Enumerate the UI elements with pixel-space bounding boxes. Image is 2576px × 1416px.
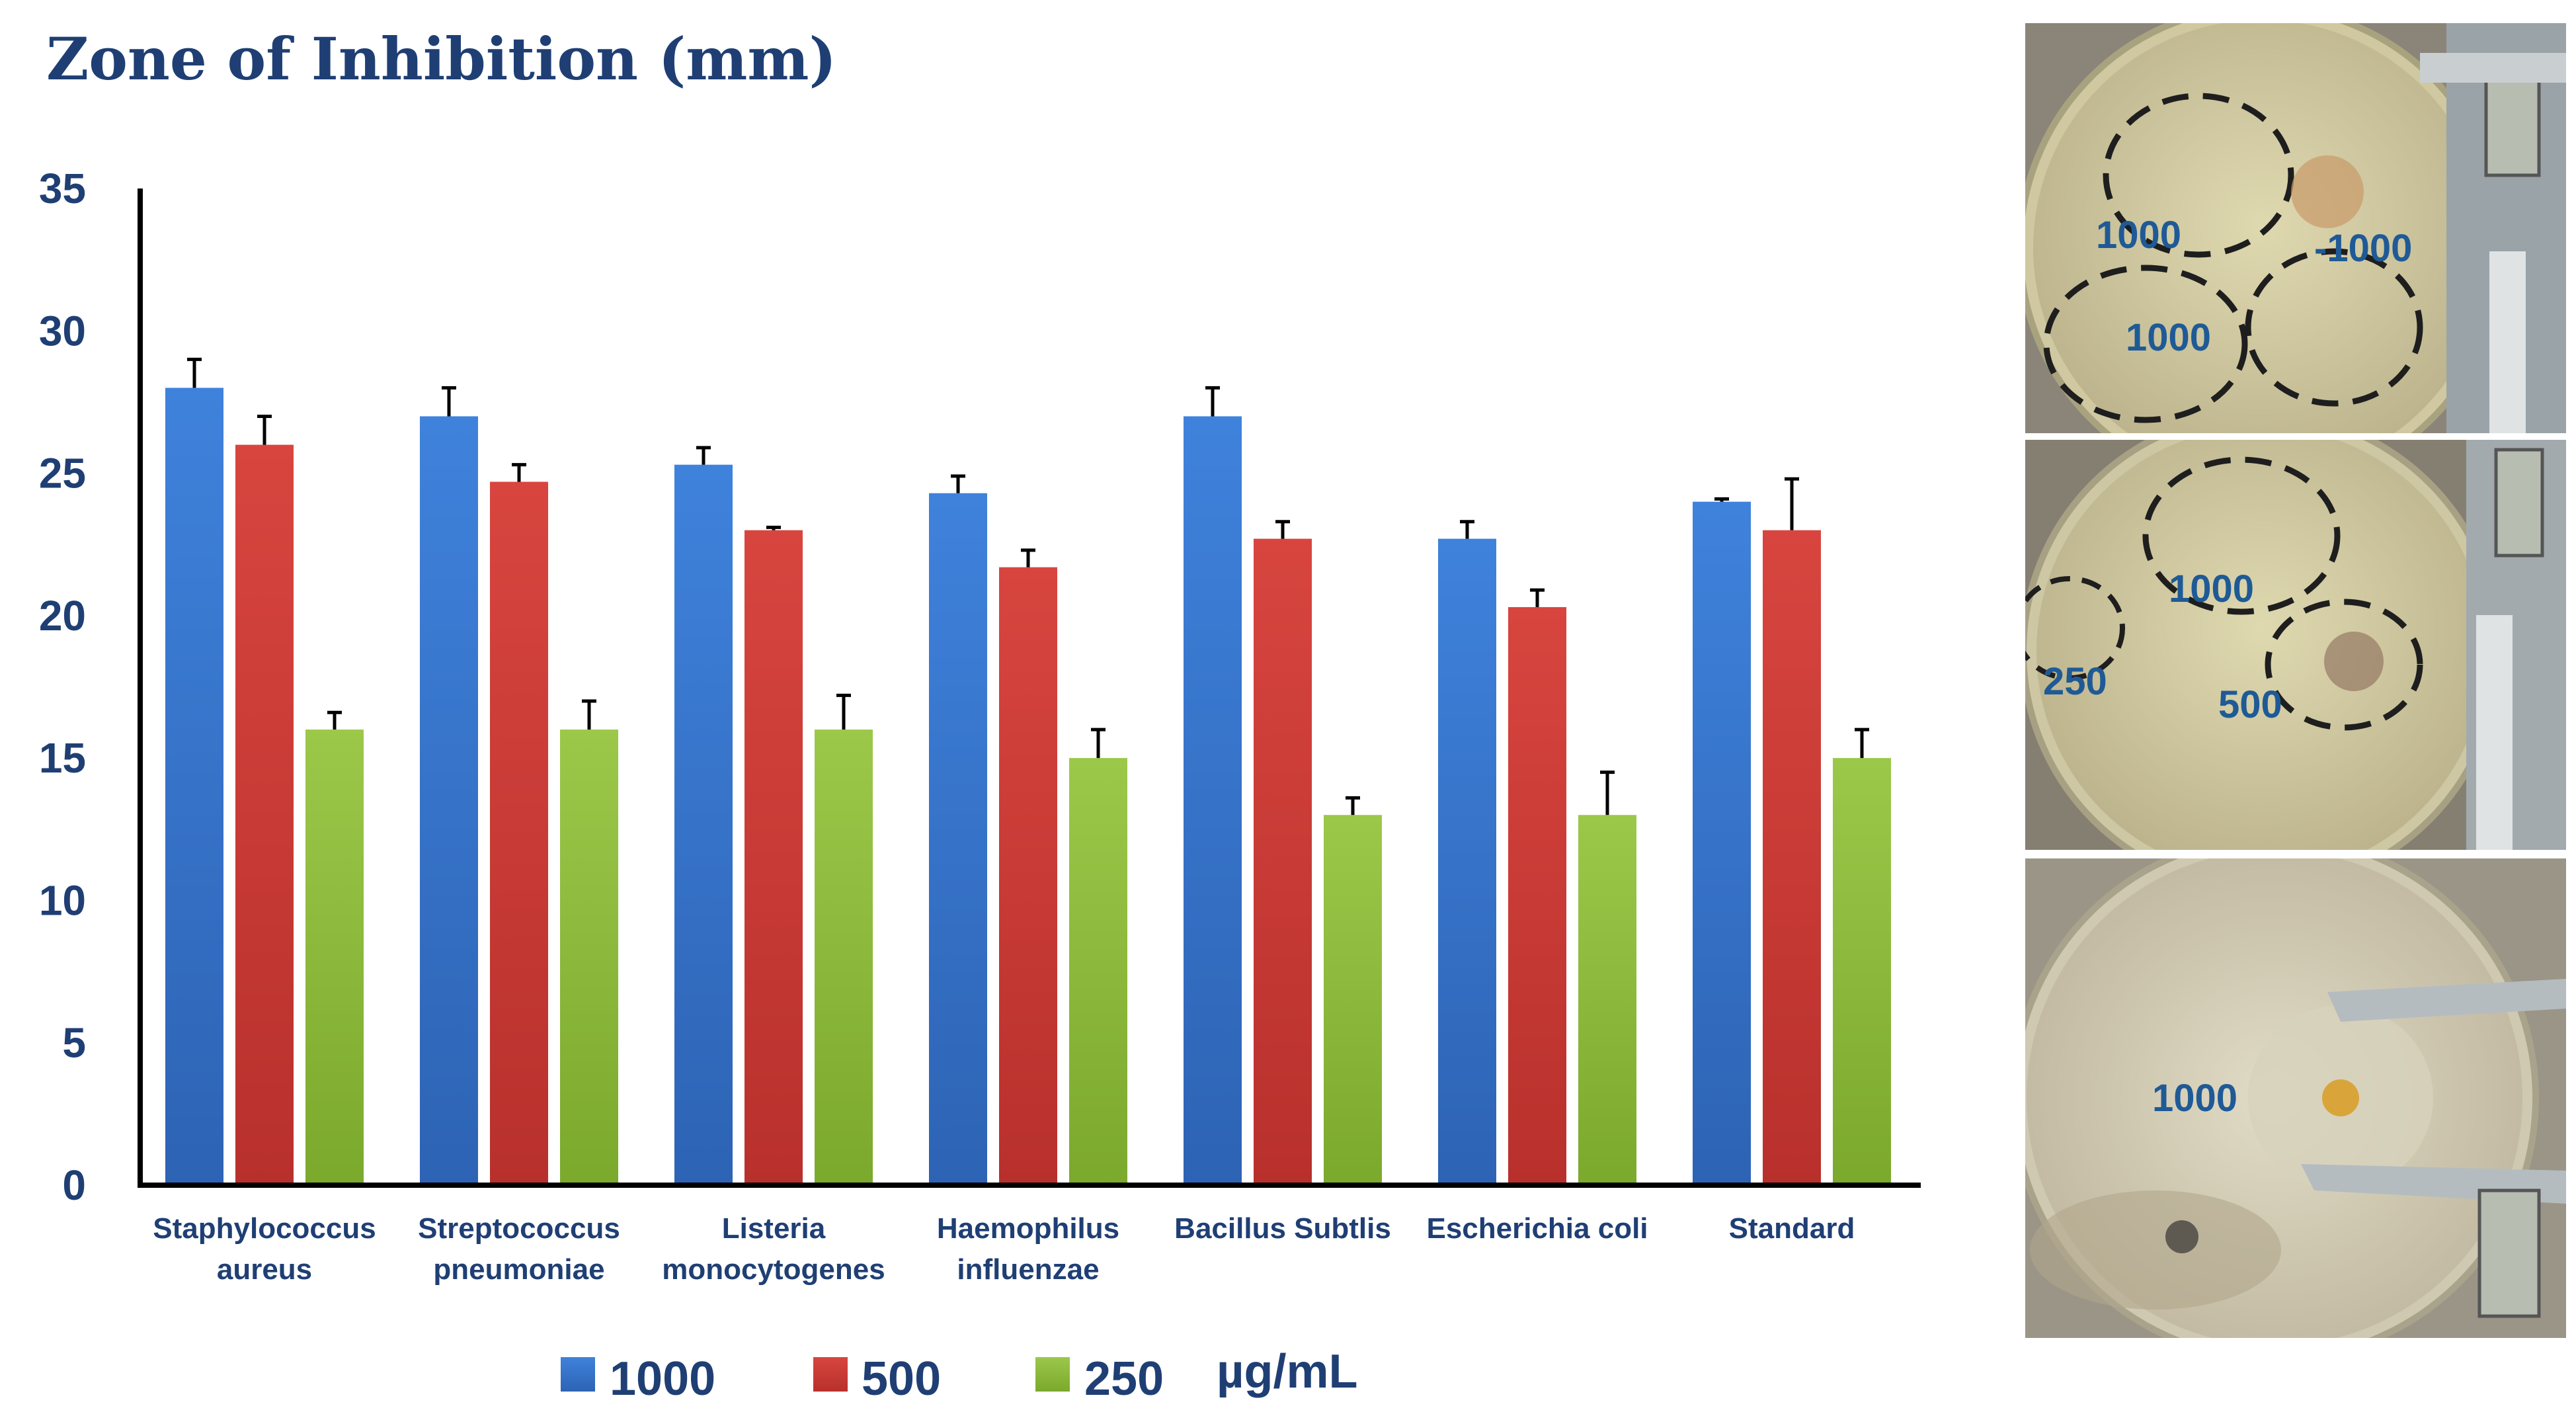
y-tick-label: 25 <box>39 450 86 497</box>
x-category-label: Staphylococcus <box>153 1212 376 1245</box>
bar-1000 <box>929 493 987 1185</box>
inhibition-zone-ring <box>2043 265 2248 423</box>
bar-250 <box>1069 758 1127 1185</box>
bar-250 <box>1578 815 1636 1185</box>
bar-500 <box>1763 530 1821 1185</box>
y-tick-label: 20 <box>39 592 86 640</box>
caliper-display <box>2477 1188 2541 1318</box>
x-category-label: Listeria <box>722 1212 826 1245</box>
x-category-label: pneumoniae <box>433 1253 604 1286</box>
bar-500 <box>1508 606 1566 1185</box>
bar-250 <box>815 729 873 1185</box>
plate-label: 500 <box>2218 683 2282 726</box>
plate-photo-3: 1000 <box>2025 858 2566 1338</box>
y-tick-label: 0 <box>62 1161 86 1209</box>
inhibition-zone-ring <box>2103 93 2294 258</box>
legend-label-250: 250 <box>1084 1353 1164 1405</box>
plate-photo-2: 1000 250 500 <box>2025 440 2566 850</box>
legend-label-500: 500 <box>862 1353 941 1405</box>
bar-500 <box>999 567 1057 1185</box>
x-category-label: Escherichia coli <box>1426 1212 1648 1245</box>
y-tick-label: 15 <box>39 734 86 782</box>
plate-label: -1000 <box>2314 227 2412 270</box>
bar-250 <box>560 729 618 1185</box>
bar-250 <box>305 729 364 1185</box>
x-category-label: Bacillus Subtlis <box>1174 1212 1391 1245</box>
x-category-label: Standard <box>1729 1212 1855 1245</box>
legend-unit: µg/mL <box>1217 1345 1357 1398</box>
x-category-label: Haemophilus <box>937 1212 1119 1245</box>
x-category-label: aureus <box>217 1253 312 1286</box>
legend-label-1000: 1000 <box>610 1353 715 1405</box>
caliper-jaw <box>2327 979 2566 1022</box>
inhibition-zone-ring <box>2025 576 2125 681</box>
x-category-label: influenzae <box>957 1253 1099 1286</box>
y-tick-label: 30 <box>39 307 86 354</box>
inhibition-zone-ring <box>2245 248 2423 407</box>
plate-label: 250 <box>2043 660 2107 703</box>
inhibition-zone-ring <box>2142 456 2341 615</box>
bars <box>165 388 1891 1186</box>
inhibition-zone-ring <box>2265 599 2423 731</box>
bar-1000 <box>1184 416 1242 1185</box>
plate-photo-1: 1000 -1000 1000 <box>2025 23 2566 433</box>
caliper-display <box>2484 74 2541 177</box>
plate-label: 1000 <box>2126 316 2211 359</box>
chart-title: Zone of Inhibition (mm) <box>46 24 836 93</box>
bar-500 <box>1254 538 1312 1185</box>
y-axis-ticks: 0 5 10 15 20 25 30 35 <box>39 165 86 1209</box>
plate-label: 1000 <box>2169 567 2254 610</box>
bar-500 <box>235 444 294 1185</box>
bar-1000 <box>165 388 223 1185</box>
legend-swatch-1000 <box>561 1357 595 1392</box>
x-category-label: Streptococcus <box>418 1212 620 1245</box>
error-bars <box>187 357 1869 815</box>
bar-1000 <box>1438 538 1496 1185</box>
bar-1000 <box>1693 501 1751 1185</box>
bar-1000 <box>420 416 478 1185</box>
bar-1000 <box>674 464 733 1185</box>
y-tick-label: 35 <box>39 165 86 212</box>
bar-250 <box>1324 815 1382 1185</box>
x-category-label: monocytogenes <box>662 1253 885 1286</box>
plate-label: 1000 <box>2096 214 2181 257</box>
legend-swatch-250 <box>1035 1357 1070 1392</box>
legend: 1000 500 250 µg/mL <box>561 1345 1357 1405</box>
plate-label: 1000 <box>2152 1077 2237 1120</box>
legend-swatch-500 <box>813 1357 848 1392</box>
y-tick-label: 5 <box>62 1019 86 1067</box>
x-axis-labels: Staphylococcus aureus Streptococcus pneumon… <box>153 1212 1855 1286</box>
bar-250 <box>1833 758 1891 1185</box>
caliper-display <box>2494 448 2544 558</box>
y-tick-label: 10 <box>39 876 86 924</box>
bar-500 <box>490 481 548 1186</box>
bar-500 <box>745 530 803 1185</box>
